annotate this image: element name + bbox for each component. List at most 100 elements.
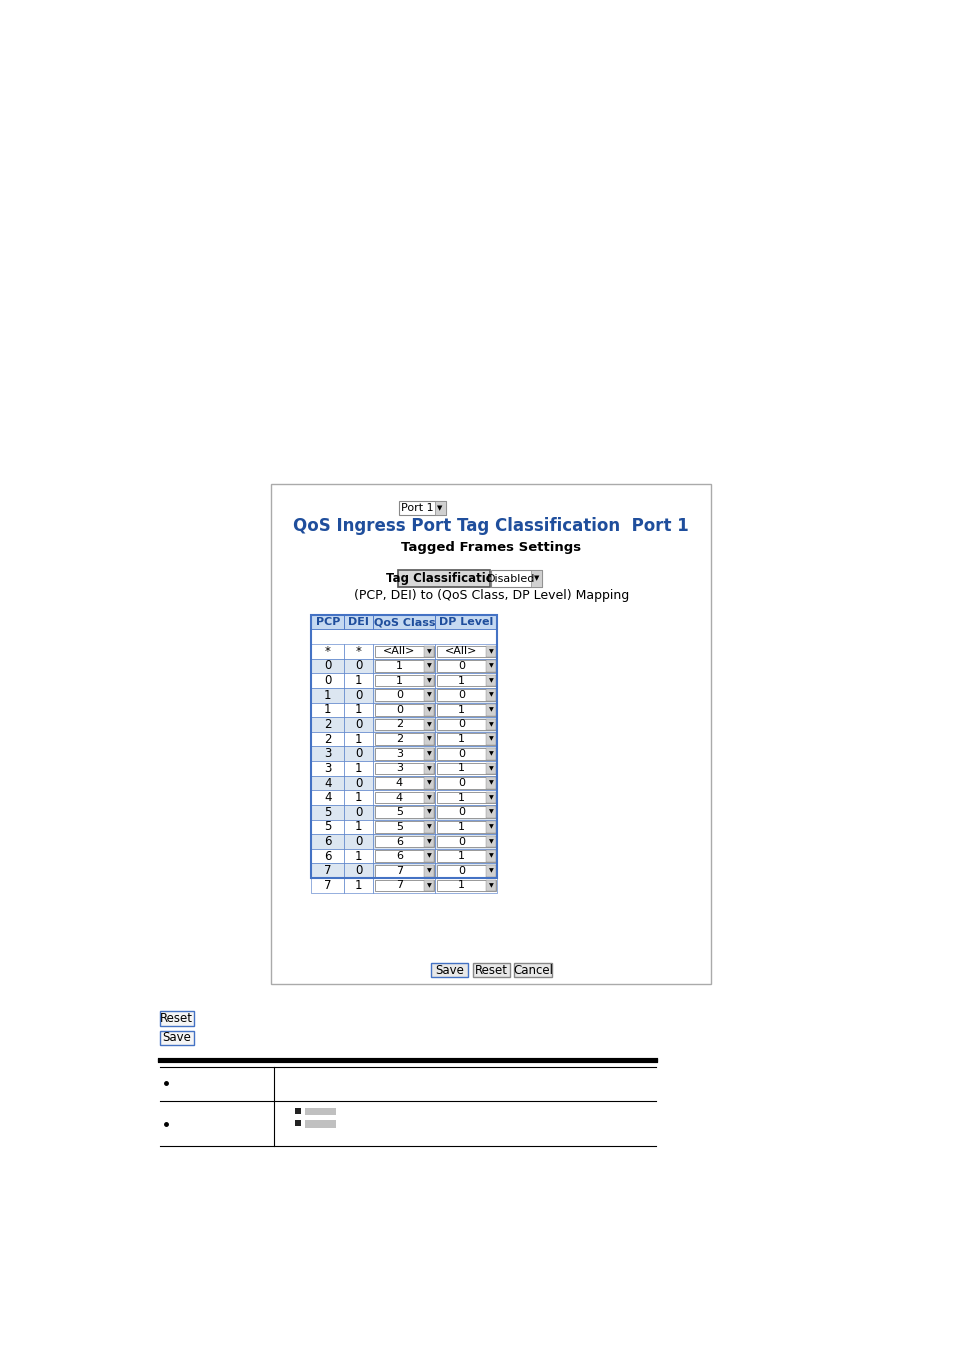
Bar [375,748,434,760]
Text: 0: 0 [324,659,331,672]
Text: 1: 1 [395,662,402,671]
Bar [423,836,434,848]
Text: 3: 3 [324,748,331,760]
Text: ▼: ▼ [488,693,493,698]
Bar [311,659,344,674]
Bar [373,790,435,805]
Text: 7: 7 [395,865,402,876]
Bar [375,778,434,788]
Text: ▼: ▼ [488,765,493,771]
Bar [436,880,496,891]
Text: 1: 1 [355,733,362,745]
Text: 1: 1 [355,821,362,833]
Text: 1: 1 [457,675,464,686]
Bar [375,660,434,672]
Bar [435,819,497,834]
Bar [344,732,373,747]
Text: ▼: ▼ [426,722,431,728]
Bar [375,806,434,818]
Bar [311,849,344,864]
Bar [436,821,496,833]
Text: 1: 1 [395,675,402,686]
Text: Tagged Frames Settings: Tagged Frames Settings [401,540,580,553]
Text: 6: 6 [324,849,331,863]
Text: (PCP, DEI) to (QoS Class, DP Level) Mapping: (PCP, DEI) to (QoS Class, DP Level) Mapp… [354,589,628,602]
Bar [375,690,434,701]
Text: ▼: ▼ [426,840,431,844]
Bar [435,790,497,805]
Text: 0: 0 [457,690,464,701]
Bar [423,880,434,891]
Text: 6: 6 [324,836,331,848]
Text: Save: Save [162,1031,191,1045]
Text: 5: 5 [324,821,331,833]
Bar [311,805,344,819]
Text: 1: 1 [355,879,362,892]
Bar [373,659,435,674]
Bar [435,614,497,629]
Bar [436,806,496,818]
Text: 0: 0 [355,718,362,730]
Bar [436,675,496,686]
Text: ▼: ▼ [426,737,431,741]
Bar [373,776,435,790]
Bar [436,718,496,730]
Bar [530,570,541,587]
Bar [344,834,373,849]
Text: ▼: ▼ [488,825,493,829]
Bar [436,763,496,774]
Text: 1: 1 [457,734,464,744]
Text: ▼: ▼ [437,505,442,510]
Bar [436,705,496,716]
Bar [375,763,434,774]
Bar [344,790,373,805]
Bar [311,717,344,732]
Text: ▼: ▼ [426,663,431,668]
Bar [423,806,434,818]
Text: ▼: ▼ [488,649,493,653]
Bar [375,792,434,803]
Bar [344,878,373,892]
Text: Save: Save [435,964,463,976]
Bar [311,834,344,849]
Text: ▼: ▼ [426,883,431,888]
Bar [344,864,373,878]
Text: 2: 2 [395,720,402,729]
Text: ▼: ▼ [426,853,431,859]
Bar [435,878,497,892]
Bar [485,792,496,803]
Bar [423,705,434,716]
Bar [423,690,434,701]
Bar [375,880,434,891]
Bar [485,690,496,701]
Bar [431,963,468,977]
Bar [485,733,496,745]
Text: Port 1: Port 1 [400,502,433,513]
Bar [294,1120,301,1126]
Text: *: * [355,645,361,657]
Bar [305,1107,335,1115]
Bar [423,645,434,657]
Bar [435,776,497,790]
Text: ▼: ▼ [488,795,493,801]
Bar [423,675,434,686]
Bar [435,659,497,674]
Bar [375,645,434,657]
Text: 1: 1 [355,674,362,687]
Text: 1: 1 [457,792,464,803]
Bar [373,614,435,629]
Text: ▼: ▼ [426,810,431,815]
Bar [373,878,435,892]
Text: 1: 1 [457,850,464,861]
Bar [435,501,445,514]
Text: 0: 0 [457,807,464,817]
Bar [436,836,496,848]
Bar [344,761,373,776]
Text: 0: 0 [457,865,464,876]
Text: 0: 0 [395,705,402,716]
Text: 0: 0 [324,674,331,687]
Bar [436,865,496,876]
Text: 7: 7 [324,879,331,892]
Bar [436,792,496,803]
Bar [436,748,496,760]
